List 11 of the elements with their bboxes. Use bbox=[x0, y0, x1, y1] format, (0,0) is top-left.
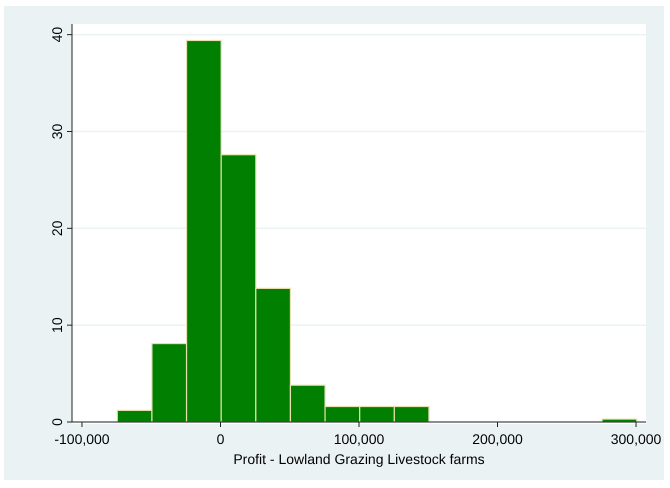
x-tick-label: 100,000 bbox=[334, 431, 385, 447]
y-tick-label: 30 bbox=[49, 123, 65, 140]
y-tick-label: 20 bbox=[49, 220, 65, 236]
y-tick-label: 40 bbox=[49, 26, 65, 42]
y-tick-label: 10 bbox=[49, 317, 65, 333]
x-tick-label: -100,000 bbox=[54, 431, 110, 447]
x-axis-title: Profit - Lowland Grazing Livestock farms bbox=[233, 451, 485, 467]
x-tick-label: 300,000 bbox=[610, 431, 662, 447]
y-tick-label: 0 bbox=[49, 418, 65, 426]
x-tick-label: 0 bbox=[216, 431, 225, 447]
x-tick-label: 200,000 bbox=[472, 431, 524, 447]
